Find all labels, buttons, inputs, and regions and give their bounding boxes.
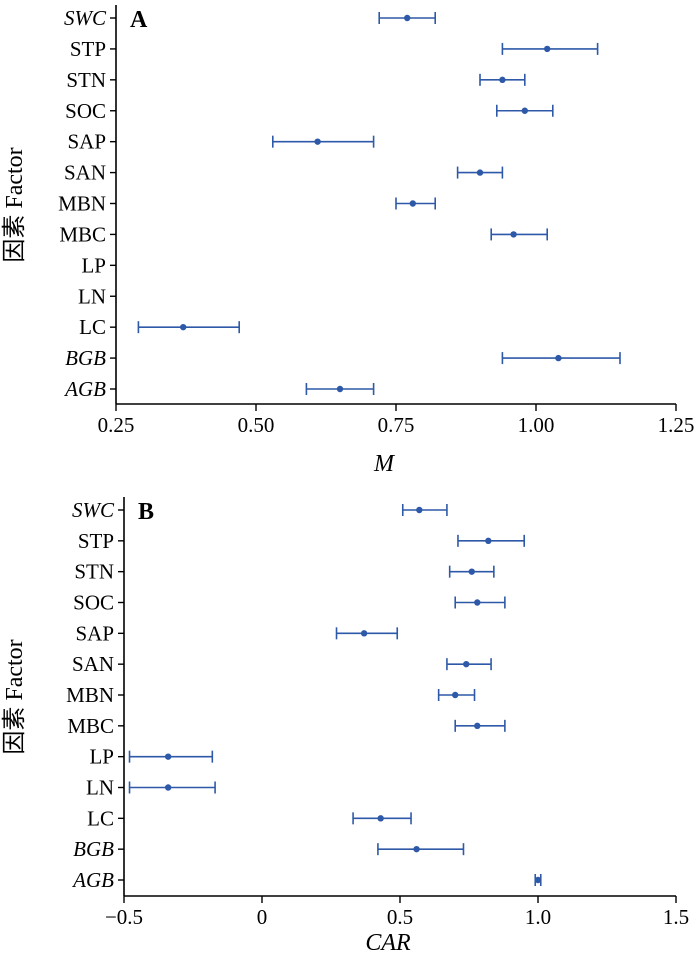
point-stn [499, 76, 506, 84]
x-tick-label: 1.5 [663, 905, 689, 929]
panel-letter: B [138, 499, 154, 525]
category-label-sap: SAP [75, 621, 114, 645]
point-ln [164, 784, 172, 791]
point-agb [534, 876, 542, 884]
category-label-lc: LC [87, 806, 114, 830]
x-tick-label: 1.0 [525, 905, 551, 929]
point-stp [485, 537, 492, 545]
y-axis-title: 因素 Factor [1, 147, 28, 262]
category-label-san: SAN [64, 161, 106, 185]
category-label-sap: SAP [67, 130, 106, 154]
category-label-mbn: MBN [58, 192, 106, 216]
point-stn [468, 568, 475, 575]
panel-b-forest-plot: −0.5 0 0.5 1.0 1.5 SWC STP STN SOC SAP SAN MBN MBC LP… [1, 497, 689, 956]
point-agb [336, 385, 344, 393]
point-soc [521, 107, 528, 114]
x-tick-label: −0.5 [105, 905, 143, 929]
category-label-soc: SOC [73, 591, 114, 615]
category-label-swc: SWC [64, 6, 107, 30]
x-tick-label: 0.75 [378, 413, 415, 437]
point-sap [360, 630, 368, 637]
category-label-mbc: MBC [67, 714, 114, 738]
x-tick-label: 0.50 [238, 413, 275, 437]
category-label-lc: LC [79, 315, 106, 339]
category-label-agb: AGB [71, 868, 114, 892]
panel-a-forest-plot: 0.25 0.50 0.75 1.00 1.25SWCSTPSTNSOCSAPSANMB… [1, 5, 694, 477]
x-tick-label: 0 [257, 905, 268, 929]
category-label-swc: SWC [72, 498, 115, 522]
category-label-stn: STN [74, 560, 114, 584]
point-mbn [452, 691, 459, 699]
category-label-lp: LP [81, 253, 106, 277]
category-label-stn: STN [66, 68, 106, 92]
point-swc [416, 506, 423, 514]
x-axis-title: CAR [365, 930, 411, 956]
point-mbc [474, 722, 481, 730]
category-label-ln: LN [78, 284, 106, 308]
x-tick-label: 1.00 [518, 413, 555, 437]
point-san [476, 169, 484, 176]
category-label-ln: LN [86, 776, 114, 800]
category-label-bgb: BGB [65, 346, 106, 370]
category-label-stp: STP [70, 37, 106, 61]
point-mbn [409, 200, 416, 207]
x-tick-label: 0.5 [387, 905, 413, 929]
category-label-mbn: MBN [66, 683, 114, 707]
point-lc [377, 815, 384, 822]
y-axis-title: 因素 Factor [1, 639, 28, 754]
point-mbc [510, 231, 517, 238]
point-lp [164, 753, 172, 760]
point-swc [404, 14, 411, 22]
panel-letter: A [130, 7, 148, 33]
point-sap [314, 138, 321, 145]
point-bgb [555, 354, 562, 362]
point-lc [180, 323, 187, 331]
category-label-agb: AGB [63, 377, 106, 401]
category-label-stp: STP [78, 529, 114, 553]
point-soc [474, 599, 481, 606]
point-stp [544, 45, 551, 53]
point-bgb [413, 845, 420, 853]
x-tick-label: 1.25 [658, 413, 695, 437]
category-label-bgb: BGB [73, 837, 114, 861]
category-label-san: SAN [72, 652, 114, 676]
point-san [463, 660, 470, 668]
x-tick-label: 0.25 [98, 413, 135, 437]
category-label-soc: SOC [65, 99, 106, 123]
category-label-lp: LP [89, 745, 114, 769]
x-axis-title: M [373, 451, 396, 477]
category-label-mbc: MBC [59, 222, 106, 246]
